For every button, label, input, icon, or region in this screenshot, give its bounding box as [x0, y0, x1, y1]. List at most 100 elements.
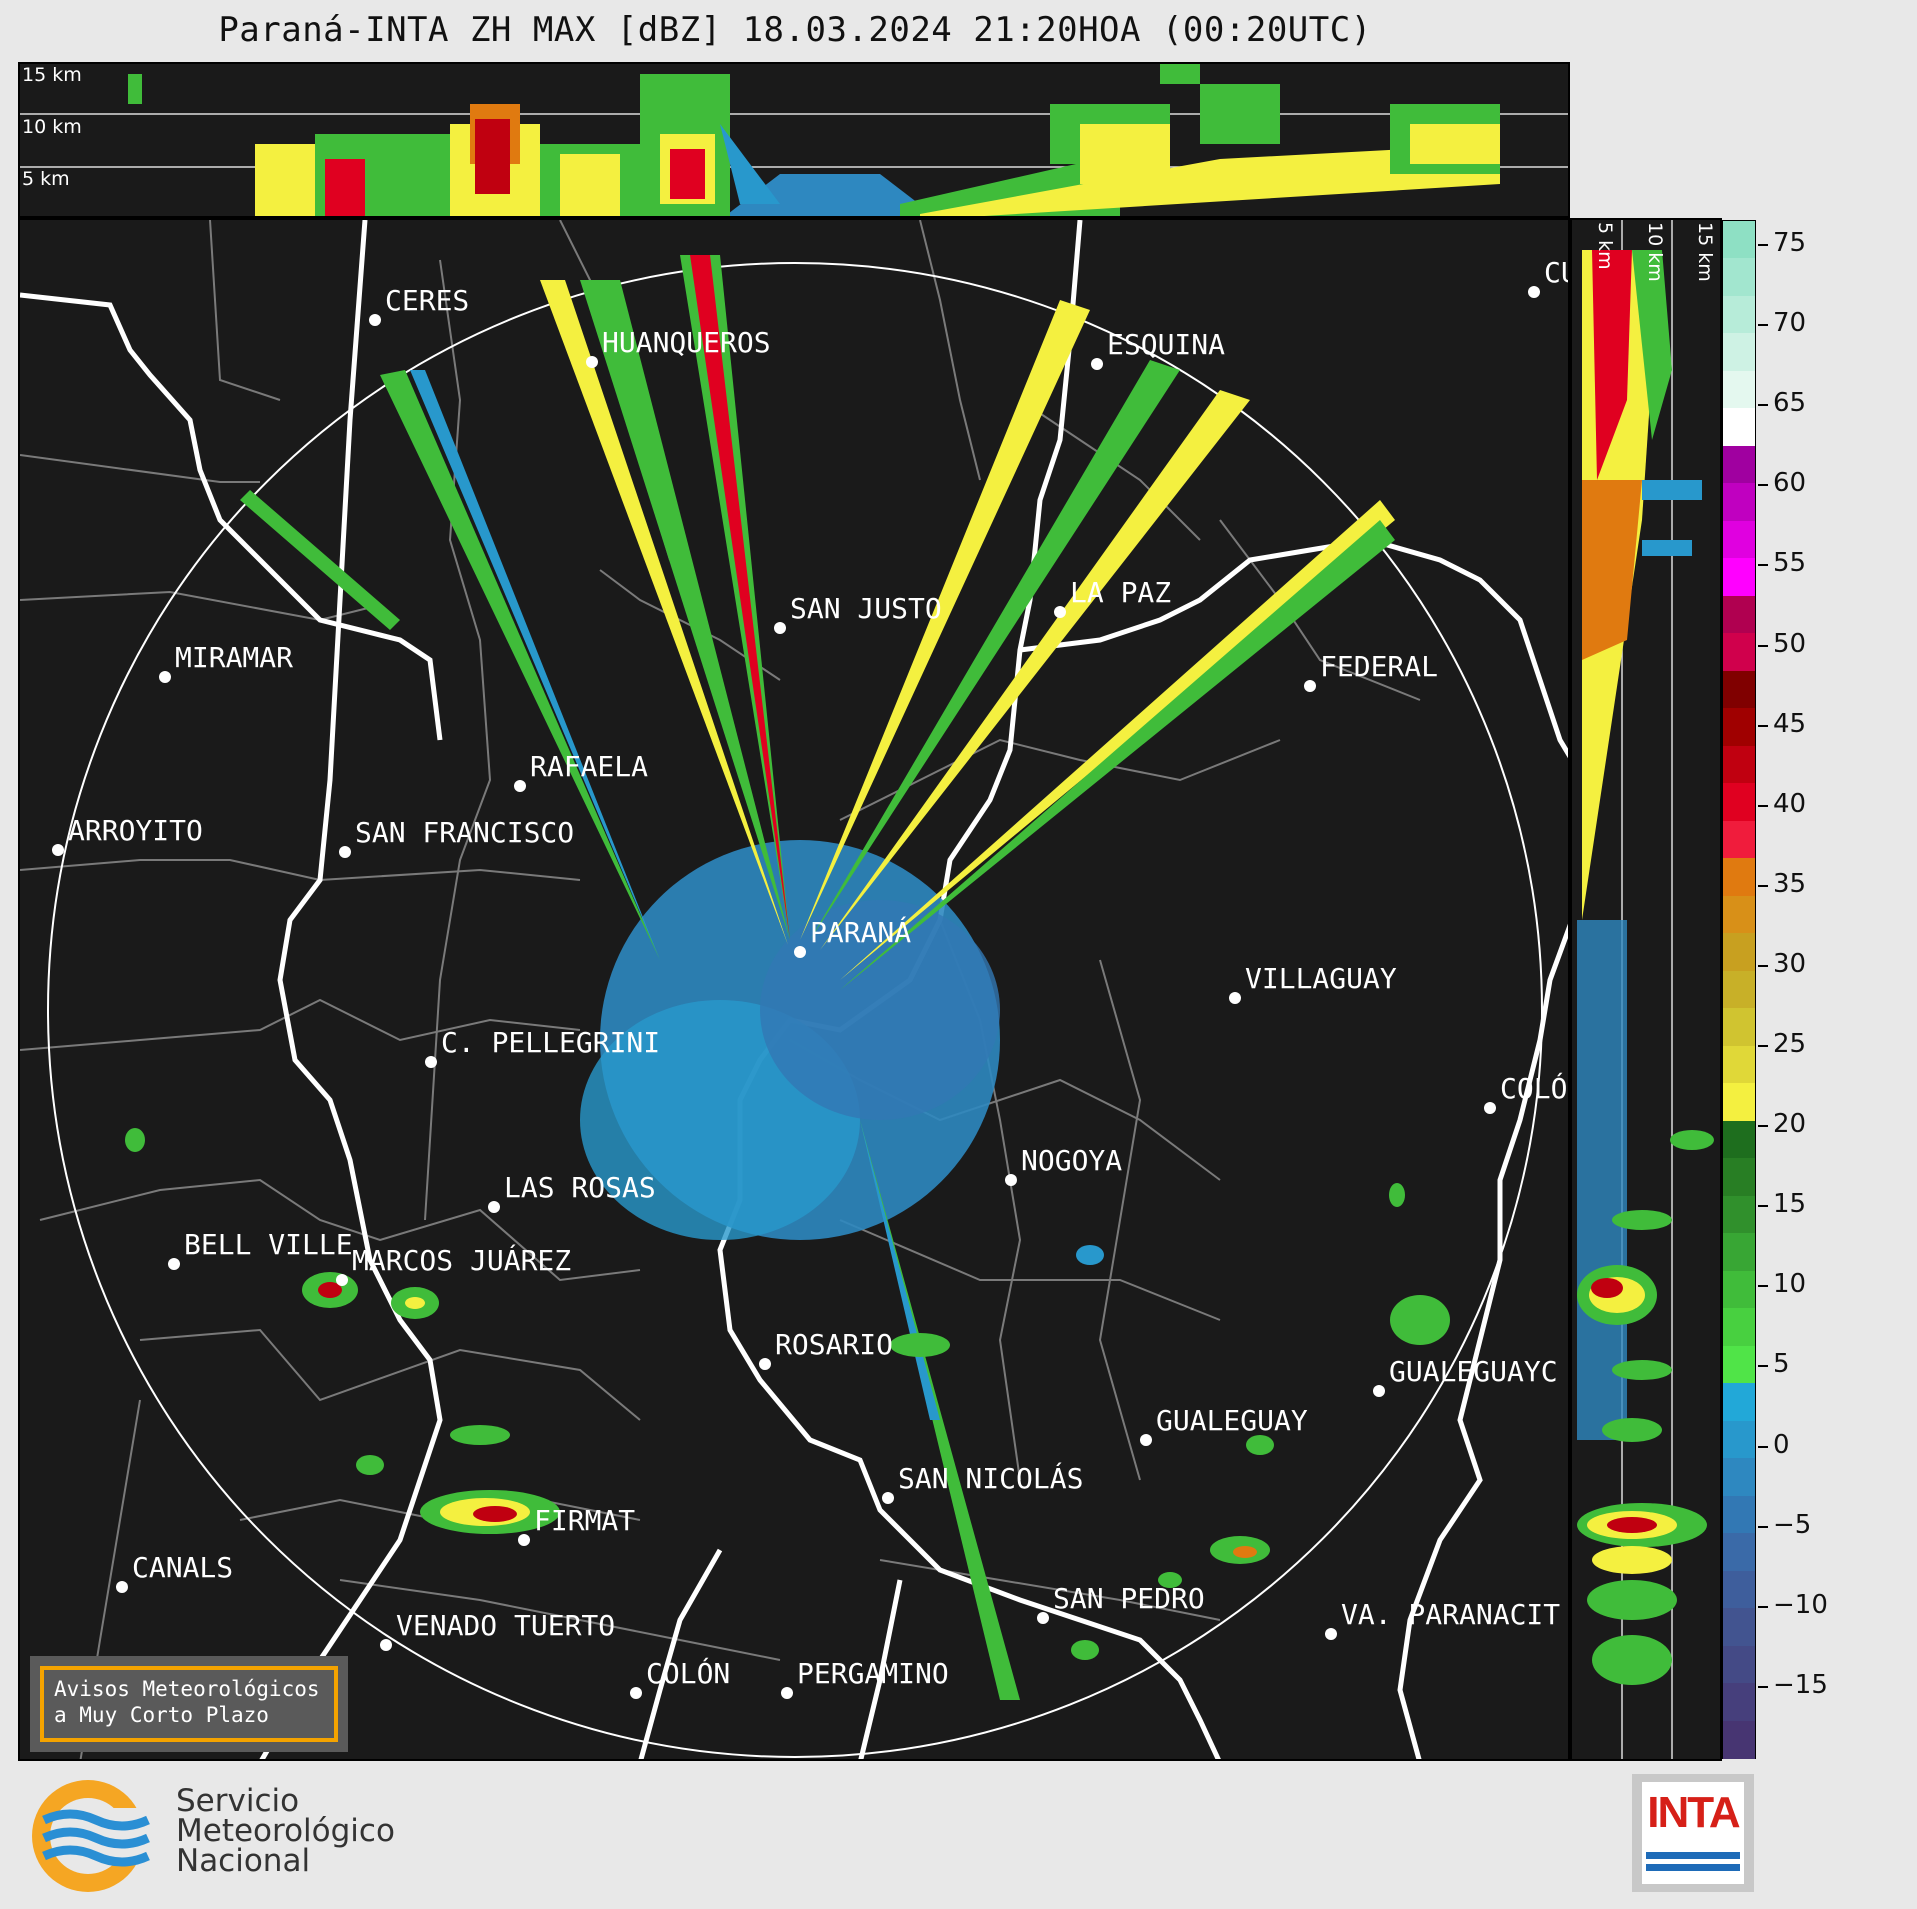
- colorbar-segment: [1723, 558, 1755, 597]
- city-label: BELL VILLE: [184, 1228, 353, 1261]
- city-dot-ceres: [369, 314, 381, 326]
- colorbar-segment: [1723, 1533, 1755, 1572]
- city-label: PERGAMINO: [797, 1657, 949, 1690]
- city-dot-parana: [794, 946, 806, 958]
- colorbar-segment: [1723, 1570, 1755, 1610]
- colorbar-segment: [1723, 1683, 1755, 1722]
- colorbar-tick-label: −5: [1773, 1509, 1812, 1540]
- city-dot-san-pedro: [1037, 1612, 1049, 1624]
- colorbar-segment: [1723, 483, 1755, 522]
- city-label: COLÓN: [646, 1656, 730, 1690]
- colorbar-segment: [1723, 1720, 1755, 1759]
- smn-text-line-1: Servicio: [176, 1783, 300, 1819]
- colorbar-segment: [1723, 820, 1755, 860]
- colorbar-segment: [1723, 333, 1755, 372]
- city-dot-las-rosas: [488, 1201, 500, 1213]
- radar-echoes: [125, 255, 1450, 1700]
- city-dot-gualeguay: [1140, 1434, 1152, 1446]
- city-dot-pergamino: [781, 1687, 793, 1699]
- city-label: VILLAGUAY: [1245, 962, 1397, 995]
- colorbar-tick-mark: [1758, 484, 1768, 487]
- colorbar-segment: [1723, 1233, 1755, 1272]
- city-label: ARROYITO: [68, 814, 203, 847]
- dbz-colorbar: [1722, 220, 1756, 1759]
- colorbar-tick-mark: [1758, 1685, 1768, 1688]
- colorbar-segment: [1723, 1045, 1755, 1085]
- city-dot-cu: [1528, 286, 1540, 298]
- colorbar-tick-label: 50: [1773, 628, 1807, 659]
- colorbar-segment: [1723, 1195, 1755, 1235]
- colorbar-tick-mark: [1758, 564, 1768, 567]
- colorbar-tick-label: 35: [1773, 868, 1807, 899]
- colorbar-segment: [1723, 258, 1755, 297]
- city-label: NOGOYA: [1021, 1144, 1122, 1177]
- inta-logo-icon: INTA: [1632, 1774, 1754, 1892]
- colorbar-tick-label: −10: [1773, 1589, 1828, 1620]
- colorbar-tick-mark: [1758, 1045, 1768, 1047]
- height-label-15km-vertical: 15 km: [1694, 222, 1716, 282]
- colorbar-tick-mark: [1758, 1285, 1768, 1288]
- city-dot-rosario: [759, 1358, 771, 1370]
- colorbar-segment: [1723, 1308, 1755, 1347]
- colorbar-segment: [1723, 221, 1755, 260]
- notice-line-2: a Muy Corto Plazo: [54, 1703, 269, 1727]
- city-label: HUANQUEROS: [602, 326, 771, 359]
- height-label-10km-vertical: 10 km: [1644, 222, 1666, 282]
- top-height-profile: 15 km 10 km 5 km: [18, 62, 1570, 218]
- colorbar-tick-mark: [1758, 1445, 1768, 1448]
- colorbar-segment: [1723, 595, 1755, 635]
- colorbar-tick-mark: [1758, 1525, 1768, 1528]
- city-dot-gualeguayc: [1373, 1385, 1385, 1397]
- city-markers: [52, 286, 1540, 1699]
- short-term-warnings-frame: Avisos Meteorológicos a Muy Corto Plazo: [40, 1666, 338, 1742]
- city-label: RAFAELA: [530, 750, 648, 783]
- smn-logo-text: Servicio Meteorológico Nacional: [176, 1783, 395, 1879]
- colorbar-tick-label: −15: [1773, 1669, 1828, 1700]
- colorbar-segment: [1723, 1083, 1755, 1122]
- colorbar-segment: [1723, 970, 1755, 1010]
- city-dot-arroyito: [52, 844, 64, 856]
- colorbar-segment: [1723, 858, 1755, 897]
- city-label: ESQUINA: [1107, 328, 1225, 361]
- colorbar-segment: [1723, 408, 1755, 447]
- radar-map-svg: CERES HUANQUEROS ESQUINA CU LA PAZ SAN J…: [20, 220, 1570, 1759]
- city-dot-villaguay: [1229, 992, 1241, 1004]
- city-label: PARANÁ: [810, 915, 911, 949]
- colorbar-tick-mark: [1758, 724, 1768, 727]
- colorbar-tick-mark: [1758, 964, 1768, 967]
- city-label: GUALEGUAY: [1156, 1404, 1308, 1437]
- city-dot-san-francisco: [339, 846, 351, 858]
- smn-text-line-2: Meteorológico: [176, 1813, 395, 1849]
- smn-logo-icon: [32, 1780, 166, 1892]
- colorbar-tick-mark: [1758, 244, 1768, 246]
- city-label: CU: [1544, 256, 1570, 289]
- height-label-10km: 10 km: [22, 116, 82, 138]
- colorbar-tick-label: 70: [1773, 308, 1807, 339]
- city-dot-bell-ville: [168, 1258, 180, 1270]
- colorbar-segment: [1723, 1495, 1755, 1535]
- city-labels: CERES HUANQUEROS ESQUINA CU LA PAZ SAN J…: [68, 256, 1570, 1690]
- colorbar-segment: [1723, 1645, 1755, 1685]
- colorbar-tick-label: 15: [1773, 1189, 1807, 1220]
- chart-title: Paraná-INTA ZH MAX [dBZ] 18.03.2024 21:2…: [218, 10, 1372, 50]
- colorbar-tick-label: 10: [1773, 1269, 1807, 1300]
- colorbar-segment: [1723, 1420, 1755, 1460]
- city-dot-venado-tuerto: [380, 1639, 392, 1651]
- city-label: ROSARIO: [775, 1328, 893, 1361]
- right-profile-svg: [1572, 220, 1720, 1759]
- colorbar-tick-label: 40: [1773, 788, 1807, 819]
- city-label: MIRAMAR: [175, 641, 293, 674]
- colorbar-tick-label: 0: [1773, 1429, 1790, 1460]
- colorbar-segment: [1723, 1158, 1755, 1197]
- smn-text-line-3: Nacional: [176, 1843, 311, 1879]
- city-label: FIRMAT: [534, 1504, 635, 1537]
- inta-logo-text: INTA: [1647, 1788, 1740, 1837]
- city-dot-colo: [1484, 1102, 1496, 1114]
- colorbar-tick-label: 75: [1773, 228, 1807, 258]
- colorbar-segment: [1723, 670, 1755, 710]
- colorbar-segment: [1723, 633, 1755, 672]
- height-label-15km: 15 km: [22, 64, 82, 86]
- colorbar-tick-label: 30: [1773, 948, 1807, 979]
- colorbar-segment: [1723, 895, 1755, 935]
- height-label-5km: 5 km: [22, 168, 70, 190]
